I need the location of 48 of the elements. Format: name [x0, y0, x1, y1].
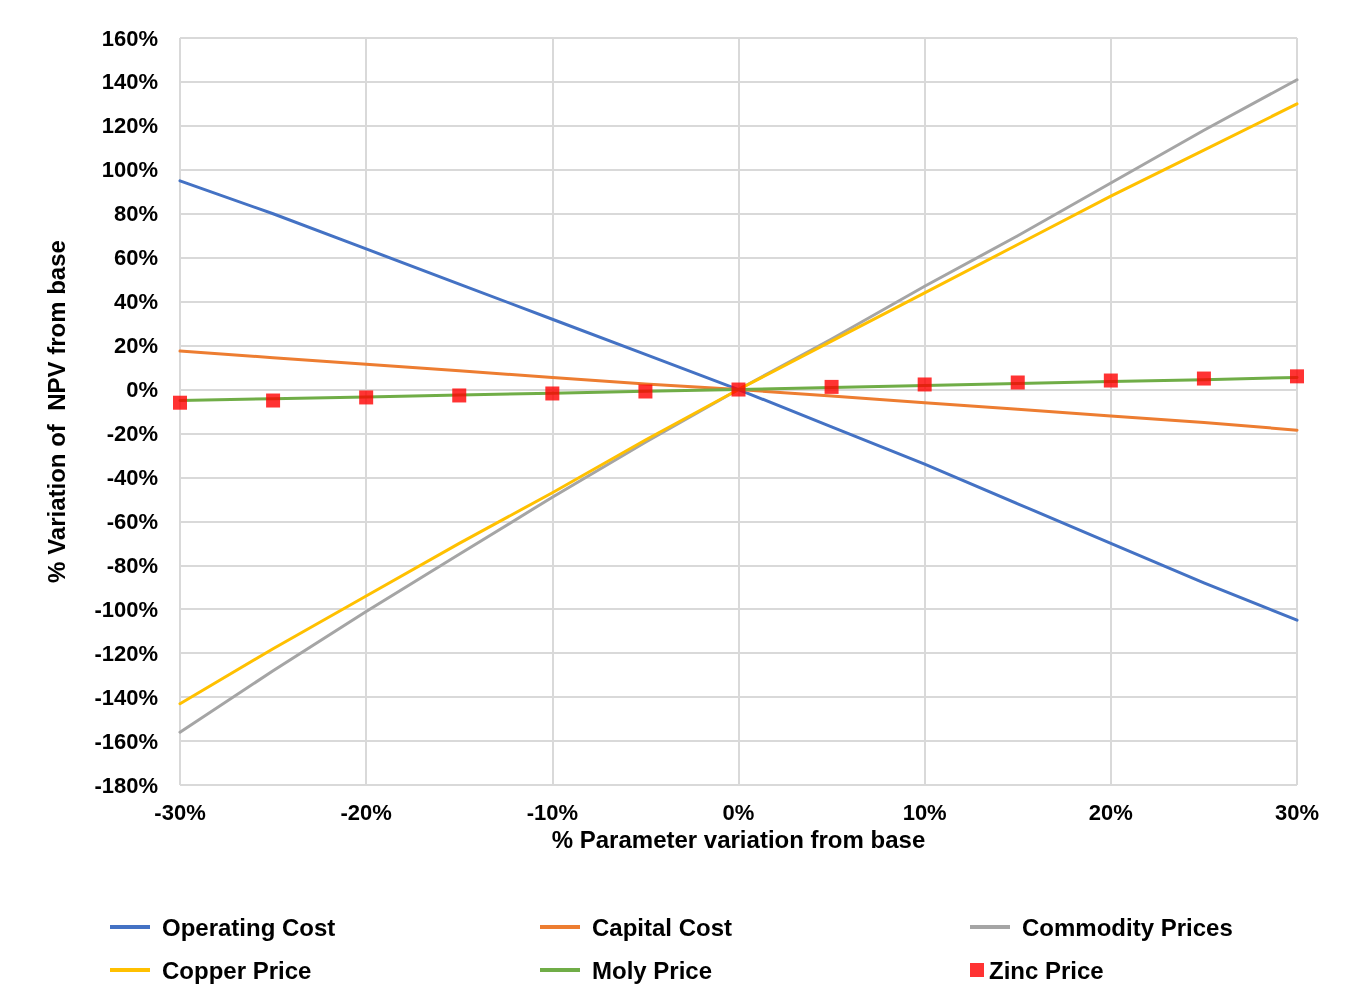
point	[1290, 369, 1304, 384]
x-tick-label: 30%	[1274, 799, 1320, 825]
point	[731, 382, 746, 397]
y-tick-label: -100%	[94, 596, 158, 622]
legend-label: Moly Price	[592, 956, 713, 984]
point	[1010, 375, 1025, 390]
line-series	[178, 179, 1299, 622]
legend-label: Zinc Price	[989, 956, 1104, 984]
point	[359, 390, 374, 405]
x-tick-label: -10%	[526, 799, 579, 825]
x-axis-title: % Parameter variation from base	[551, 826, 926, 854]
y-tick-label: 80%	[113, 201, 158, 227]
point	[917, 377, 932, 392]
y-tick-label: 120%	[101, 113, 158, 139]
x-tick-label: 0%	[722, 799, 755, 825]
point	[266, 393, 281, 408]
point	[452, 388, 467, 403]
y-tick-label: 60%	[113, 245, 158, 271]
point	[545, 386, 560, 401]
legend-label: Capital Cost	[592, 913, 733, 941]
x-tick-label: -30%	[154, 799, 206, 825]
y-tick-label: -80%	[106, 552, 158, 578]
point	[173, 395, 187, 410]
point	[1103, 373, 1118, 388]
y-tick-label: -140%	[94, 684, 158, 710]
y-tick-label: -40%	[106, 464, 158, 490]
x-tick-label: -20%	[340, 799, 392, 825]
legend-label: Copper Price	[162, 956, 312, 984]
y-tick-label: -180%	[94, 772, 158, 798]
point	[1196, 371, 1211, 386]
y-tick-label: 40%	[113, 289, 158, 315]
y-tick-label: 140%	[101, 69, 158, 95]
y-tick-label: 0%	[126, 377, 158, 403]
y-axis-title: % Variation of NPV from base	[42, 240, 70, 583]
point	[824, 379, 839, 394]
y-tick-label: -120%	[94, 640, 158, 666]
y-tick-label: -60%	[106, 508, 158, 534]
point	[638, 384, 653, 399]
y-tick-label: 160%	[101, 25, 158, 51]
x-tick-label: 10%	[902, 799, 947, 825]
line-series	[178, 349, 1299, 432]
y-tick-label: -20%	[106, 420, 158, 446]
y-tick-label: 20%	[113, 333, 158, 359]
y-tick-label: -160%	[94, 728, 158, 754]
legend-label: Operating Cost	[162, 913, 336, 941]
x-tick-label: 20%	[1088, 799, 1133, 825]
legend-label: Commodity Prices	[1022, 913, 1233, 941]
y-tick-label: 100%	[101, 157, 158, 183]
